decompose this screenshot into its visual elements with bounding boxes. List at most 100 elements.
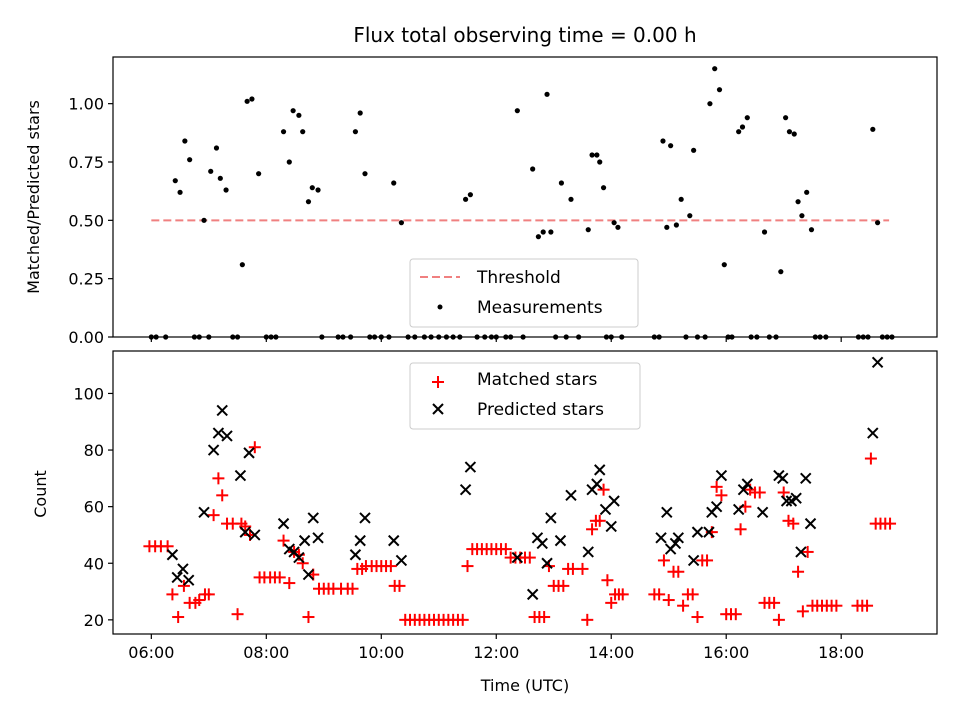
matched-star-point (202, 588, 215, 601)
matched-star-point (456, 613, 469, 626)
predicted-star-point (582, 546, 594, 558)
predicted-star-point (349, 549, 362, 561)
predicted-star-point (703, 526, 715, 538)
predicted-star-point (554, 534, 567, 547)
measurement-point (761, 229, 768, 235)
measurement-point (721, 262, 727, 268)
bottom-legend: Matched stars Predicted stars (409, 362, 641, 430)
measurement-point (256, 171, 262, 177)
predicted-star-point (234, 469, 247, 482)
matched-star-point (207, 509, 220, 522)
measurement-point (296, 112, 302, 118)
matched-star-point (792, 565, 805, 578)
top-legend-box (409, 258, 639, 328)
measurement-point (558, 180, 565, 186)
measurement-point (286, 159, 292, 165)
measurement-point (223, 187, 229, 193)
measurement-point (778, 269, 784, 275)
predicted-star-point (239, 526, 251, 538)
matched-star-point (597, 483, 610, 496)
measurement-point (678, 196, 684, 202)
bottom-panel: Count Time (UTC) 20 40 60 80 100 06:00 08:00 10… (31, 350, 938, 695)
predicted-star-point (790, 492, 802, 504)
predicted-star-point (655, 532, 667, 544)
predicted-star-point (307, 512, 319, 524)
predicted-star-point (669, 537, 682, 550)
matched-star-point (662, 594, 675, 607)
matched-star-point (581, 613, 594, 626)
matched-star-point (715, 489, 728, 502)
threshold-legend-label: Threshold (476, 268, 561, 288)
measurement-point (535, 234, 542, 240)
bottom-y-tick-label: 60 (84, 498, 104, 517)
predicted-star-point (395, 554, 408, 567)
predicted-star-point (594, 464, 606, 476)
matched-star-point (884, 517, 897, 530)
measurement-point (208, 168, 214, 174)
predicted-star-point (545, 512, 557, 524)
predicted-star-point (605, 520, 617, 533)
matched-star-point (216, 489, 229, 502)
predicted-star-point (511, 551, 524, 564)
matched-star-point (801, 545, 814, 558)
measurement-point (716, 87, 723, 93)
matched-star-point (346, 582, 359, 595)
matched-star-point (231, 608, 244, 621)
measurement-point (305, 199, 312, 205)
matched-star-point (864, 452, 877, 465)
measurement-point (786, 129, 793, 135)
matched-star-point (605, 596, 618, 609)
predicted-star-point (737, 483, 750, 496)
bottom-x-tick-label: 08:00 (243, 643, 289, 662)
measurement-point (357, 110, 363, 116)
measurement-point (548, 229, 554, 235)
predicted-star-point (243, 447, 255, 459)
matched-star-point (686, 588, 699, 601)
measurement-point (540, 229, 546, 235)
predicted-star-point (359, 512, 371, 524)
measurement-point (182, 138, 188, 144)
measurement-point (791, 131, 797, 137)
predicted-star-point (741, 478, 753, 490)
predicted-star-point (388, 534, 400, 547)
predicted-star-point (277, 517, 290, 530)
measurement-point (530, 166, 536, 172)
top-y-tick-label: 1.00 (68, 95, 104, 114)
matched-star-point (772, 613, 785, 626)
matched-star-point (710, 480, 723, 493)
matched-star-point (653, 588, 666, 601)
matched-star-point (768, 596, 781, 609)
measurement-point (870, 126, 876, 132)
top-axes-frame (112, 56, 938, 338)
measurement-point (201, 217, 207, 223)
predicted-star-point (591, 478, 603, 490)
measurement-point (664, 224, 670, 230)
bottom-y-tick-label: 40 (84, 554, 104, 573)
predicted-legend-label: Predicted stars (477, 400, 604, 420)
measurements-legend-label: Measurements (477, 298, 603, 318)
predicted-star-point (464, 461, 477, 473)
measurement-point (783, 115, 789, 121)
matched-star-point (657, 554, 670, 567)
measurement-point (808, 227, 815, 233)
predicted-star-point (177, 563, 189, 575)
measurement-point (172, 178, 178, 184)
matched-star-point (273, 571, 286, 584)
predicted-star-point (312, 532, 324, 544)
matched-star-point (576, 562, 589, 575)
measurement-point (398, 220, 404, 226)
matched-star-point (787, 517, 800, 530)
measurement-point (615, 224, 621, 230)
predicted-star-point (710, 500, 723, 513)
measurement-point (594, 152, 600, 158)
measurement-point (544, 91, 550, 97)
measurement-point (712, 66, 718, 72)
matched-star-point (593, 514, 606, 527)
measurement-point (600, 185, 607, 191)
measurement-point (799, 213, 805, 219)
measurement-point (589, 152, 595, 158)
matched-star-point (753, 486, 766, 499)
bottom-legend-box (409, 362, 641, 430)
measurement-point (217, 175, 223, 181)
